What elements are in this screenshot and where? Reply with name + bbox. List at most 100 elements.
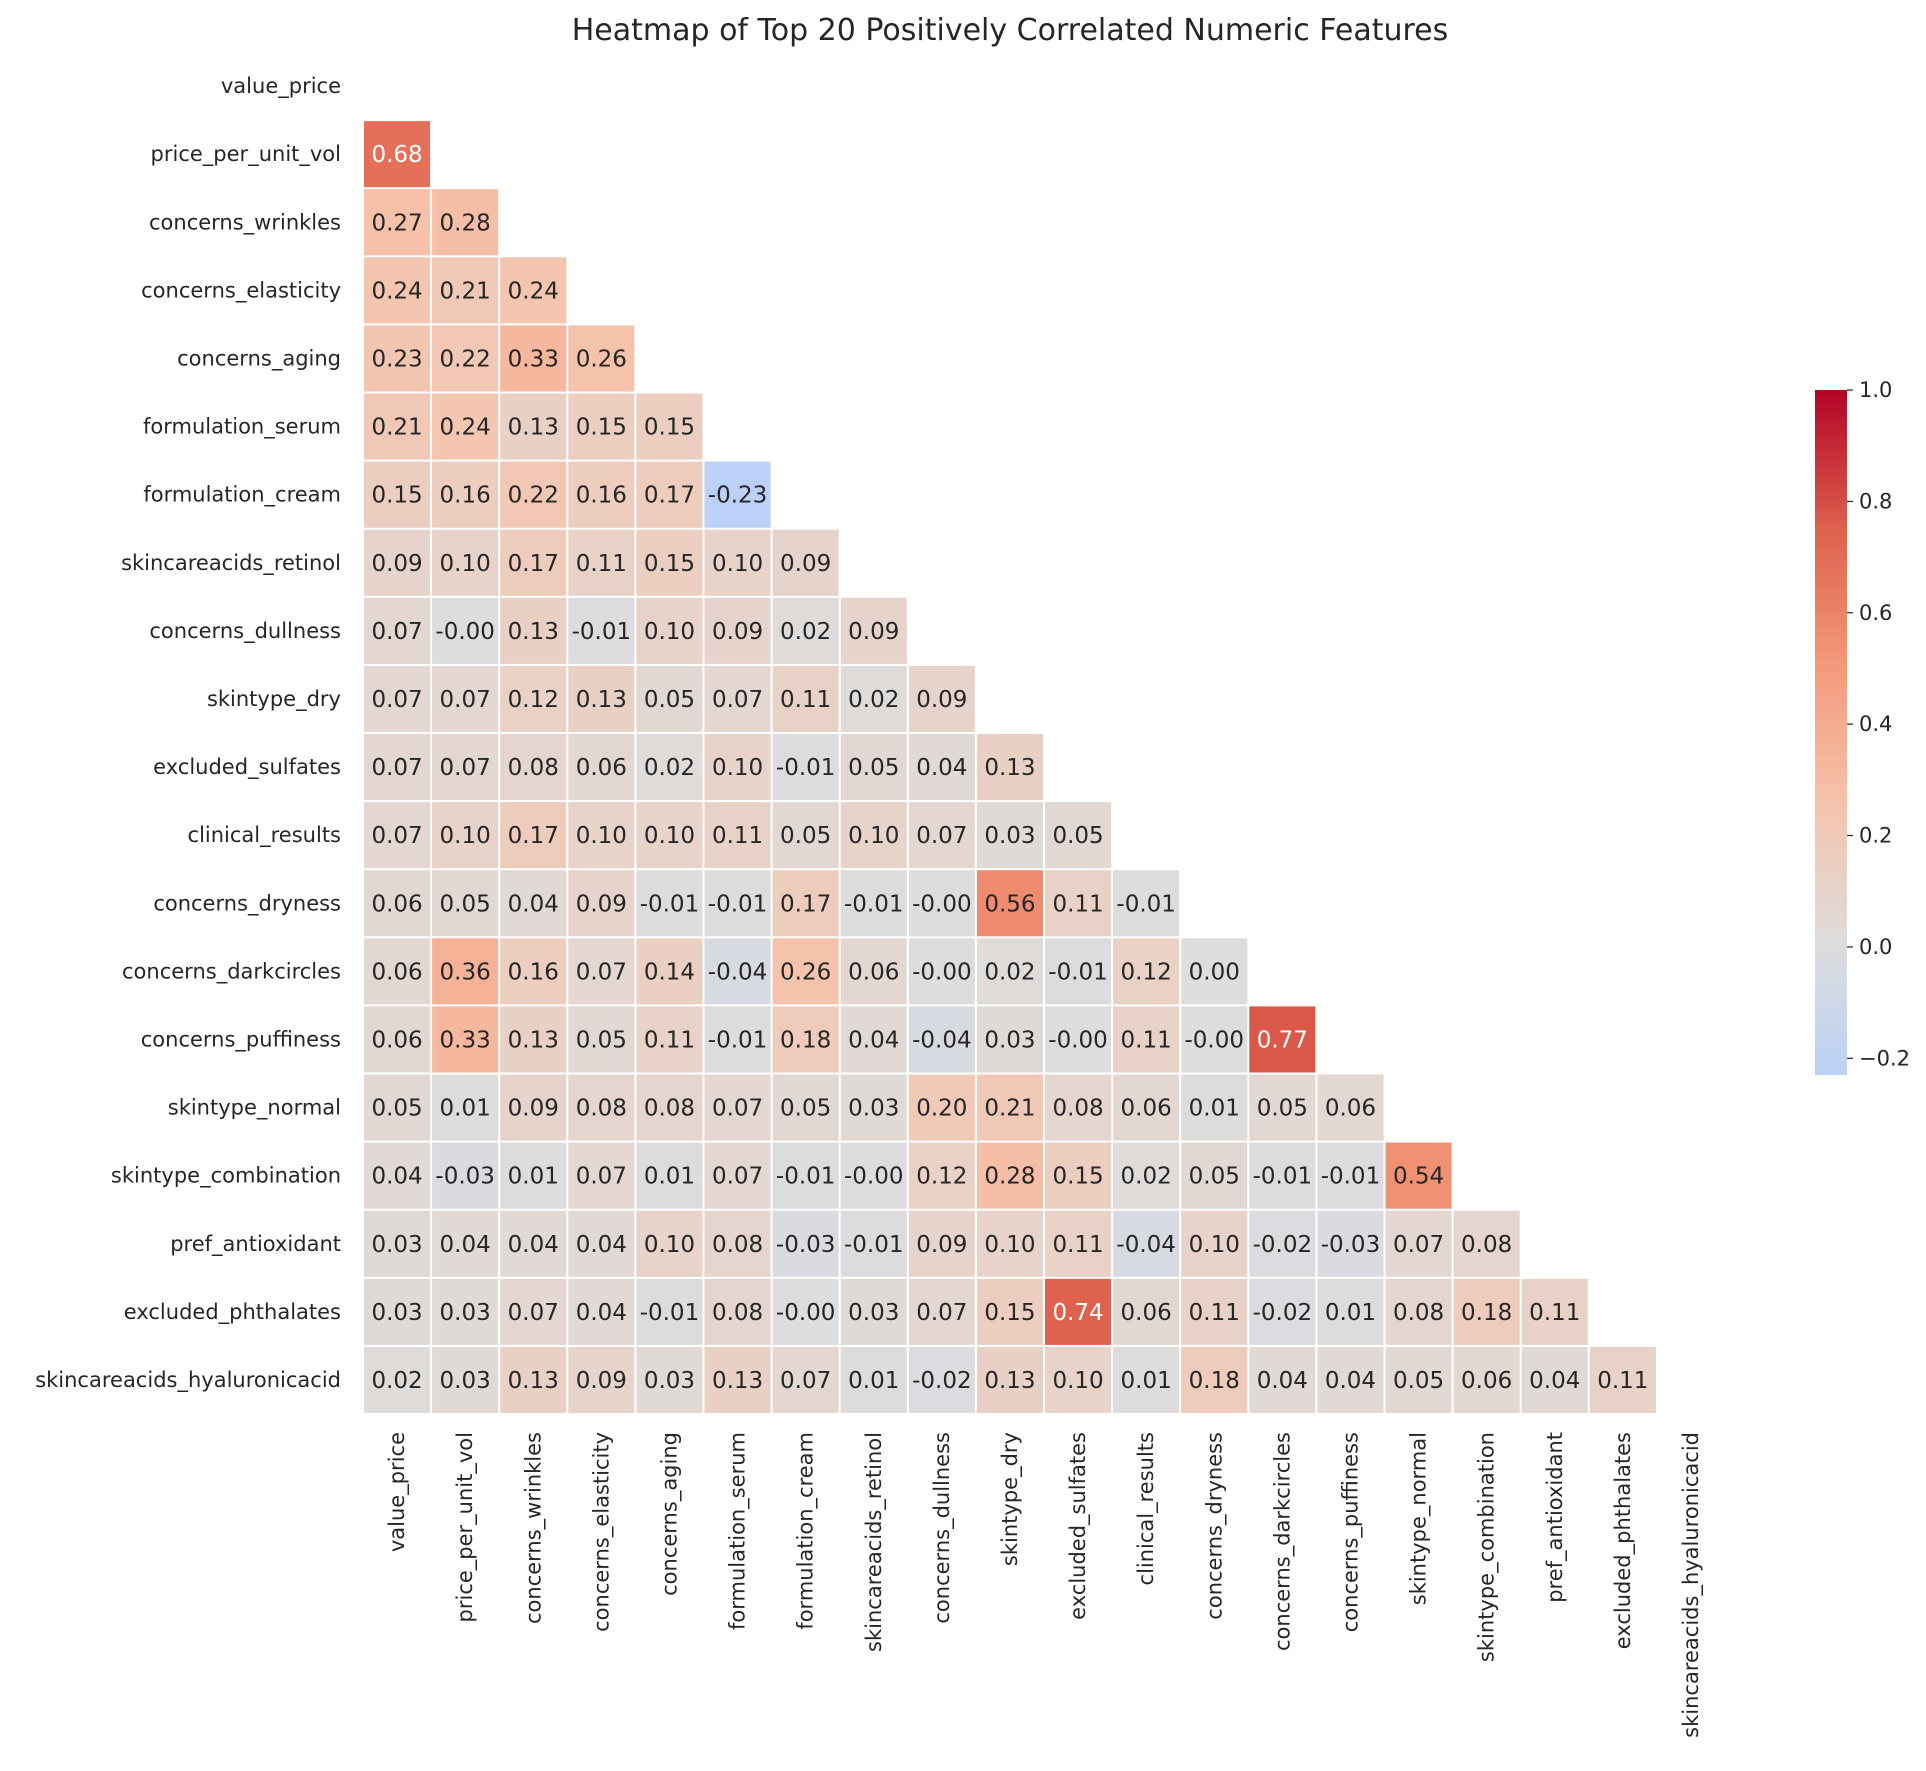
cell-value-label: 0.22 <box>508 483 559 509</box>
cell-value-label: 0.17 <box>508 823 559 849</box>
cell-value-label: 0.36 <box>440 959 491 985</box>
heatmap-cell <box>704 461 771 528</box>
heatmap-cell <box>1249 1142 1316 1209</box>
heatmap-cell <box>704 734 771 801</box>
cell-value-label: 0.11 <box>1189 1300 1240 1326</box>
heatmap-cell <box>1385 1210 1452 1277</box>
heatmap-cell <box>772 597 839 664</box>
heatmap-cell <box>908 1006 975 1073</box>
cell-value-label: 0.05 <box>440 891 491 917</box>
cell-value-label: 0.03 <box>848 1096 899 1122</box>
cell-value-label: 0.33 <box>440 1027 491 1053</box>
cell-value-label: 0.16 <box>440 483 491 509</box>
cell-value-label: 0.02 <box>644 755 695 781</box>
cell-value-label: 0.01 <box>644 1164 695 1190</box>
cell-value-label: 0.08 <box>712 1300 763 1326</box>
cell-value-label: 0.21 <box>984 1096 1035 1122</box>
y-tick-label: pref_antioxidant <box>170 1232 341 1257</box>
cell-value-label: 0.09 <box>576 1368 627 1394</box>
cell-value-label: -0.04 <box>912 1027 972 1053</box>
x-tick-label: pref_antioxidant <box>1543 1432 1568 1603</box>
heatmap-cell <box>432 665 499 732</box>
cell-value-label: 0.08 <box>1393 1300 1444 1326</box>
heatmap-cell <box>704 802 771 869</box>
cell-value-label: 0.15 <box>371 483 422 509</box>
heatmap-cell <box>840 597 907 664</box>
heatmap-cell <box>1453 1210 1520 1277</box>
cell-value-label: 0.06 <box>576 755 627 781</box>
cell-value-label: -0.00 <box>1184 1027 1244 1053</box>
cell-value-label: 0.09 <box>848 619 899 645</box>
cell-value-label: -0.01 <box>572 619 632 645</box>
cell-value-label: 0.13 <box>984 755 1035 781</box>
cell-value-label: 0.18 <box>1461 1300 1512 1326</box>
heatmap-cell <box>500 597 567 664</box>
x-tick-label: skintype_normal <box>1407 1432 1432 1605</box>
cell-value-label: -0.01 <box>776 1164 836 1190</box>
heatmap-cell <box>500 665 567 732</box>
cell-value-label: -0.01 <box>640 1300 700 1326</box>
cell-value-label: -0.00 <box>776 1300 836 1326</box>
heatmap-cell <box>432 393 499 460</box>
heatmap-cell <box>976 870 1043 937</box>
heatmap-cell <box>568 529 635 596</box>
cell-value-label: 0.04 <box>576 1300 627 1326</box>
x-tick-label: concerns_puffiness <box>1338 1432 1363 1632</box>
heatmap-cell <box>1181 1278 1248 1345</box>
cell-value-label: 0.21 <box>371 415 422 441</box>
cell-value-label: 0.24 <box>440 415 491 441</box>
cell-value-label: 0.15 <box>1052 1164 1103 1190</box>
heatmap-cell <box>704 1346 771 1413</box>
heatmap-cell <box>364 802 431 869</box>
heatmap-cell <box>636 1210 703 1277</box>
y-tick-label: value_price <box>221 74 341 99</box>
heatmap-cell <box>1113 870 1180 937</box>
cell-value-label: 0.06 <box>1325 1096 1376 1122</box>
x-tick-label: concerns_darkcircles <box>1270 1432 1295 1651</box>
heatmap-cell <box>568 325 635 392</box>
heatmap-cell <box>908 1074 975 1141</box>
cell-value-label: 0.01 <box>508 1164 559 1190</box>
heatmap-cell <box>772 1210 839 1277</box>
heatmap-cell <box>432 1278 499 1345</box>
heatmap-cell <box>840 734 907 801</box>
cell-value-label: 0.09 <box>371 551 422 577</box>
heatmap-cell <box>1385 1278 1452 1345</box>
heatmap-cell <box>500 1142 567 1209</box>
heatmap-cell <box>500 1210 567 1277</box>
heatmap-cell <box>772 938 839 1005</box>
heatmap-cell <box>840 1210 907 1277</box>
heatmap-cell <box>568 1346 635 1413</box>
heatmap-cell <box>364 1278 431 1345</box>
heatmap-cell <box>1113 1278 1180 1345</box>
heatmap-cell <box>364 1142 431 1209</box>
heatmap-cell <box>500 325 567 392</box>
heatmap-cell <box>704 529 771 596</box>
cell-value-label: 0.28 <box>984 1164 1035 1190</box>
cell-value-label: 0.26 <box>780 959 831 985</box>
cell-value-label: 0.09 <box>508 1096 559 1122</box>
heatmap-cell <box>432 189 499 256</box>
cell-value-label: 0.07 <box>371 687 422 713</box>
colorbar-tick-label: −0.2 <box>1859 1046 1910 1070</box>
y-tick-label: concerns_elasticity <box>141 278 341 303</box>
heatmap-cell <box>1249 1006 1316 1073</box>
y-tick-label: concerns_dryness <box>153 891 341 916</box>
heatmap-cell <box>432 461 499 528</box>
heatmap-cell <box>1317 1210 1384 1277</box>
heatmap-cell <box>364 938 431 1005</box>
colorbar-tick-label: 0.0 <box>1859 935 1892 959</box>
heatmap-cell <box>568 461 635 528</box>
heatmap-cell <box>976 1006 1043 1073</box>
heatmap-cell <box>364 121 431 188</box>
heatmap-cell <box>500 1006 567 1073</box>
cell-value-label: 0.06 <box>371 959 422 985</box>
heatmap-cell <box>1385 1346 1452 1413</box>
heatmap-cell <box>1181 938 1248 1005</box>
heatmap-cell <box>432 529 499 596</box>
heatmap-cell <box>364 529 431 596</box>
heatmap-cell <box>772 529 839 596</box>
heatmap-cell <box>364 1074 431 1141</box>
x-tick-label: price_per_unit_vol <box>453 1432 478 1622</box>
heatmap-cell <box>1181 1142 1248 1209</box>
